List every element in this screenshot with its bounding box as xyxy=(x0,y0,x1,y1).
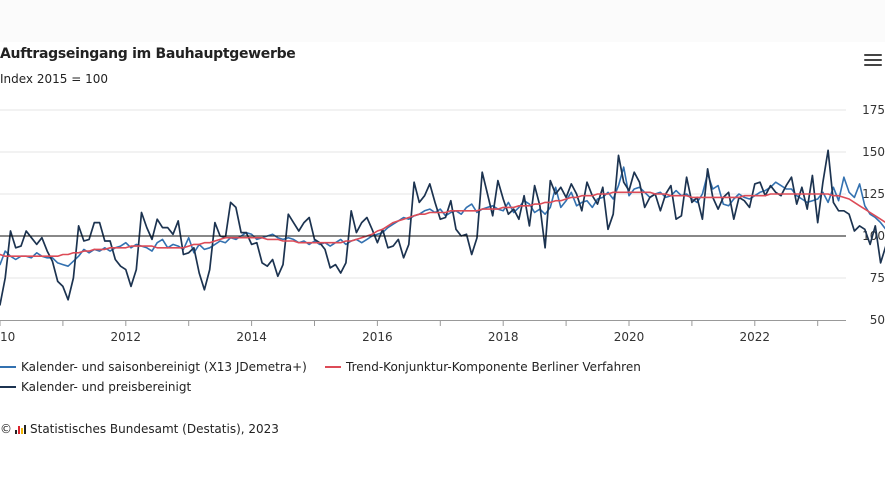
x-tick-label-2012: 2012 xyxy=(111,330,142,344)
legend-item-trend[interactable]: Trend-Konjunktur-Komponente Berliner Ver… xyxy=(325,360,641,374)
legend-swatch-preisbereinigt xyxy=(0,386,16,388)
credits-text: Statistisches Bundesamt (Destatis), 2023 xyxy=(30,422,279,436)
y-tick-label-150: 150 xyxy=(862,145,885,159)
series-line-0 xyxy=(0,166,885,268)
destatis-logo-icon xyxy=(15,425,26,434)
y-tick-label-75: 75 xyxy=(870,271,885,285)
y-tick-label-125: 125 xyxy=(862,187,885,201)
credits: © Statistisches Bundesamt (Destatis), 20… xyxy=(0,422,279,436)
copyright-symbol: © xyxy=(0,422,12,436)
x-tick-label-2018: 2018 xyxy=(488,330,519,344)
legend-swatch-saisonbereinigt xyxy=(0,366,16,368)
line-chart: 5075100125150175201020122014201620182020… xyxy=(0,103,885,344)
x-tick-label-2014: 2014 xyxy=(236,330,267,344)
legend-label-preisbereinigt: Kalender- und preisbereinigt xyxy=(21,380,192,394)
x-tick-label-2010: 2010 xyxy=(0,330,15,344)
series-line-1 xyxy=(0,149,885,306)
x-tick-label-2022: 2022 xyxy=(740,330,771,344)
y-tick-label-175: 175 xyxy=(862,103,885,117)
chart-subtitle: Index 2015 = 100 xyxy=(0,72,108,86)
x-tick-label-2020: 2020 xyxy=(614,330,645,344)
legend-swatch-trend xyxy=(325,366,341,368)
legend-item-preisbereinigt[interactable]: Kalender- und preisbereinigt xyxy=(0,380,191,394)
series-line-2 xyxy=(0,191,885,258)
header-strip xyxy=(0,0,885,42)
legend-label-saisonbereinigt: Kalender- und saisonbereinigt (X13 JDeme… xyxy=(21,360,307,374)
legend-item-saisonbereinigt[interactable]: Kalender- und saisonbereinigt (X13 JDeme… xyxy=(0,360,307,374)
y-tick-label-50: 50 xyxy=(870,313,885,327)
legend-label-trend: Trend-Konjunktur-Komponente Berliner Ver… xyxy=(346,360,641,374)
x-tick-label-2016: 2016 xyxy=(362,330,393,344)
hamburger-menu-icon[interactable] xyxy=(864,54,882,70)
chart-title: Auftragseingang im Bauhauptgewerbe xyxy=(0,46,296,62)
